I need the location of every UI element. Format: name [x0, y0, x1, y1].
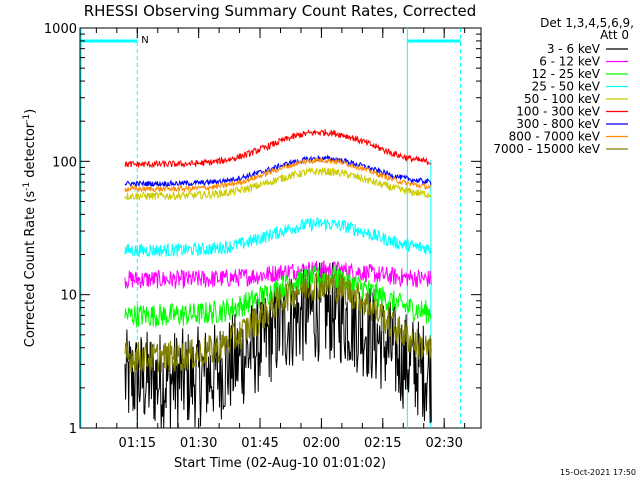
series-line — [124, 157, 432, 193]
footer-timestamp: 15-Oct-2021 17:50 — [560, 468, 636, 477]
series-line — [124, 128, 432, 169]
x-tick-label: 02:15 — [364, 436, 401, 451]
legend-label: 7000 - 15000 keV — [493, 142, 600, 156]
legend-label: 300 - 800 keV — [516, 117, 600, 131]
series-line — [124, 166, 432, 202]
axes-group: 1 10 100 1000 01:15 01:30 01:45 02:00 02:15 02:30 — [44, 22, 481, 451]
x-tick-label: 01:30 — [180, 436, 217, 451]
legend-label: 12 - 25 keV — [532, 67, 601, 81]
x-tick-label: 02:30 — [425, 436, 462, 451]
y-axis-label: Corrected Count Rate (s-1 detector-1) — [22, 109, 38, 347]
legend-header-1: Det 1,3,4,5,6,9, — [540, 16, 634, 30]
legend-label: 800 - 7000 keV — [509, 130, 601, 144]
legend-label: 100 - 300 keV — [516, 105, 600, 119]
series-line — [124, 217, 432, 258]
legend-label: 3 - 6 keV — [547, 42, 601, 56]
legend-label: 25 - 50 keV — [532, 80, 601, 94]
y-tick-label: 1000 — [44, 22, 77, 37]
legend-label: 50 - 100 keV — [524, 92, 601, 106]
series-line — [124, 154, 432, 188]
y-tick-label: 100 — [52, 155, 77, 170]
spacecraft-markers: N — [80, 28, 462, 428]
chart-title: RHESSI Observing Summary Count Rates, Co… — [84, 2, 477, 20]
night-marker-label: N — [141, 35, 148, 46]
series-line — [124, 270, 432, 373]
series-group — [124, 128, 432, 429]
x-tick-label: 01:45 — [241, 436, 278, 451]
y-tick-label: 10 — [60, 289, 77, 304]
x-tick-label: 01:15 — [119, 436, 156, 451]
series-line — [124, 260, 432, 290]
legend-header-2: Att 0 — [600, 28, 629, 42]
legend-label: 6 - 12 keV — [539, 55, 601, 69]
x-tick-label: 02:00 — [303, 436, 340, 451]
y-tick-label: 1 — [69, 422, 77, 437]
x-axis-label: Start Time (02-Aug-10 01:01:02) — [174, 456, 386, 471]
